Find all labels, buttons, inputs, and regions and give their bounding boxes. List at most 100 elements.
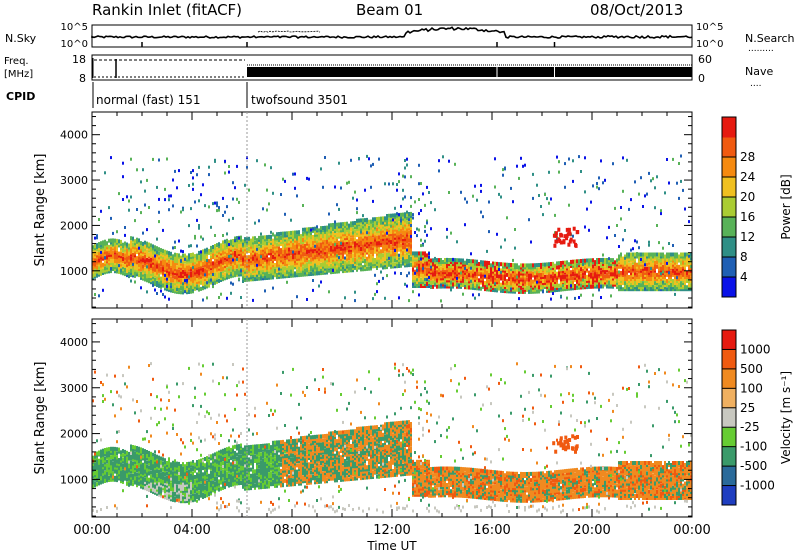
power-cell [386,236,388,241]
power-cell [392,219,394,224]
power-cell [490,263,492,268]
power-cell [608,274,610,279]
power-cell [102,271,104,275]
power-cell [382,228,384,233]
power-cell [264,235,266,240]
power-cell [496,278,498,283]
power-cell [280,252,282,257]
power-cell [208,248,210,253]
power-cell [432,274,434,279]
power-cell [294,186,296,190]
power-cell [590,262,592,267]
power-cell [288,239,290,244]
power-cell [182,278,184,283]
power-cell [170,251,172,256]
power-cell [286,245,288,250]
power-cell [554,278,556,282]
power-cell [354,253,356,258]
power-cell [368,219,370,224]
power-cell [228,254,230,258]
power-cell [336,267,338,272]
power-cell [378,220,380,225]
power-cell [272,238,274,243]
power-cell [488,200,490,204]
power-cell [130,266,132,271]
power-cell [586,258,588,263]
power-cell [448,282,450,287]
power-cell [394,217,396,222]
power-cell [128,274,130,279]
power-cell [244,253,246,258]
power-cell [624,254,626,259]
power-cell [180,249,182,253]
power-cell [316,230,318,235]
power-cell [250,255,252,259]
power-cell [616,224,618,227]
power-cell [334,249,336,254]
power-cell [596,264,598,269]
power-cell [416,266,418,270]
power-cell [624,229,626,232]
power-cell [530,279,532,284]
power-cell [600,272,602,277]
power-cell [222,214,224,217]
power-cell [100,245,102,250]
power-cell [412,282,414,286]
power-cell [270,261,272,266]
power-cell [544,276,546,281]
power-cell [512,287,514,292]
power-cell [168,267,170,272]
power-cell [386,261,388,265]
power-cell [552,292,554,295]
power-cell [306,239,308,244]
power-cell [272,273,274,278]
power-cell [372,199,374,203]
power-cell [290,259,292,264]
power-cell [396,264,398,269]
power-cell [420,251,422,256]
power-cell [290,235,292,239]
power-cell [240,258,242,263]
power-cell [324,236,326,240]
power-cell [510,281,512,286]
power-cell [300,234,302,239]
power-cell [576,271,578,276]
power-cell [450,266,452,271]
power-cell [528,287,530,292]
power-cell [232,258,234,262]
power-cell [628,285,630,290]
power-cell [496,261,498,266]
power-cell [400,272,402,275]
power-cell [140,257,142,262]
power-cell [358,226,360,231]
power-cell [318,257,320,261]
power-cell [160,276,162,281]
power-cell [236,236,238,241]
power-cell [384,240,386,245]
power-cell [572,261,574,266]
power-cell [360,218,362,223]
power-cell [550,278,552,283]
power-cell [384,232,386,237]
power-cell [272,248,274,253]
power-cell [318,261,320,265]
power-cell [352,264,354,269]
power-cell [462,264,464,269]
power-cell [192,182,194,186]
power-cell [422,261,424,266]
power-cell [172,178,174,182]
power-cell [336,222,338,227]
power-cell [426,280,428,284]
power-cell [302,231,304,236]
power-cell [140,286,142,290]
power-cell [278,268,280,273]
power-cell [456,240,458,244]
power-cell [462,283,464,287]
power-cell [118,192,120,196]
power-cell [126,252,128,257]
power-cell [334,235,336,240]
power-cell [128,199,130,203]
power-cell [518,281,520,286]
power-cell [232,216,234,220]
power-cell [132,262,134,266]
